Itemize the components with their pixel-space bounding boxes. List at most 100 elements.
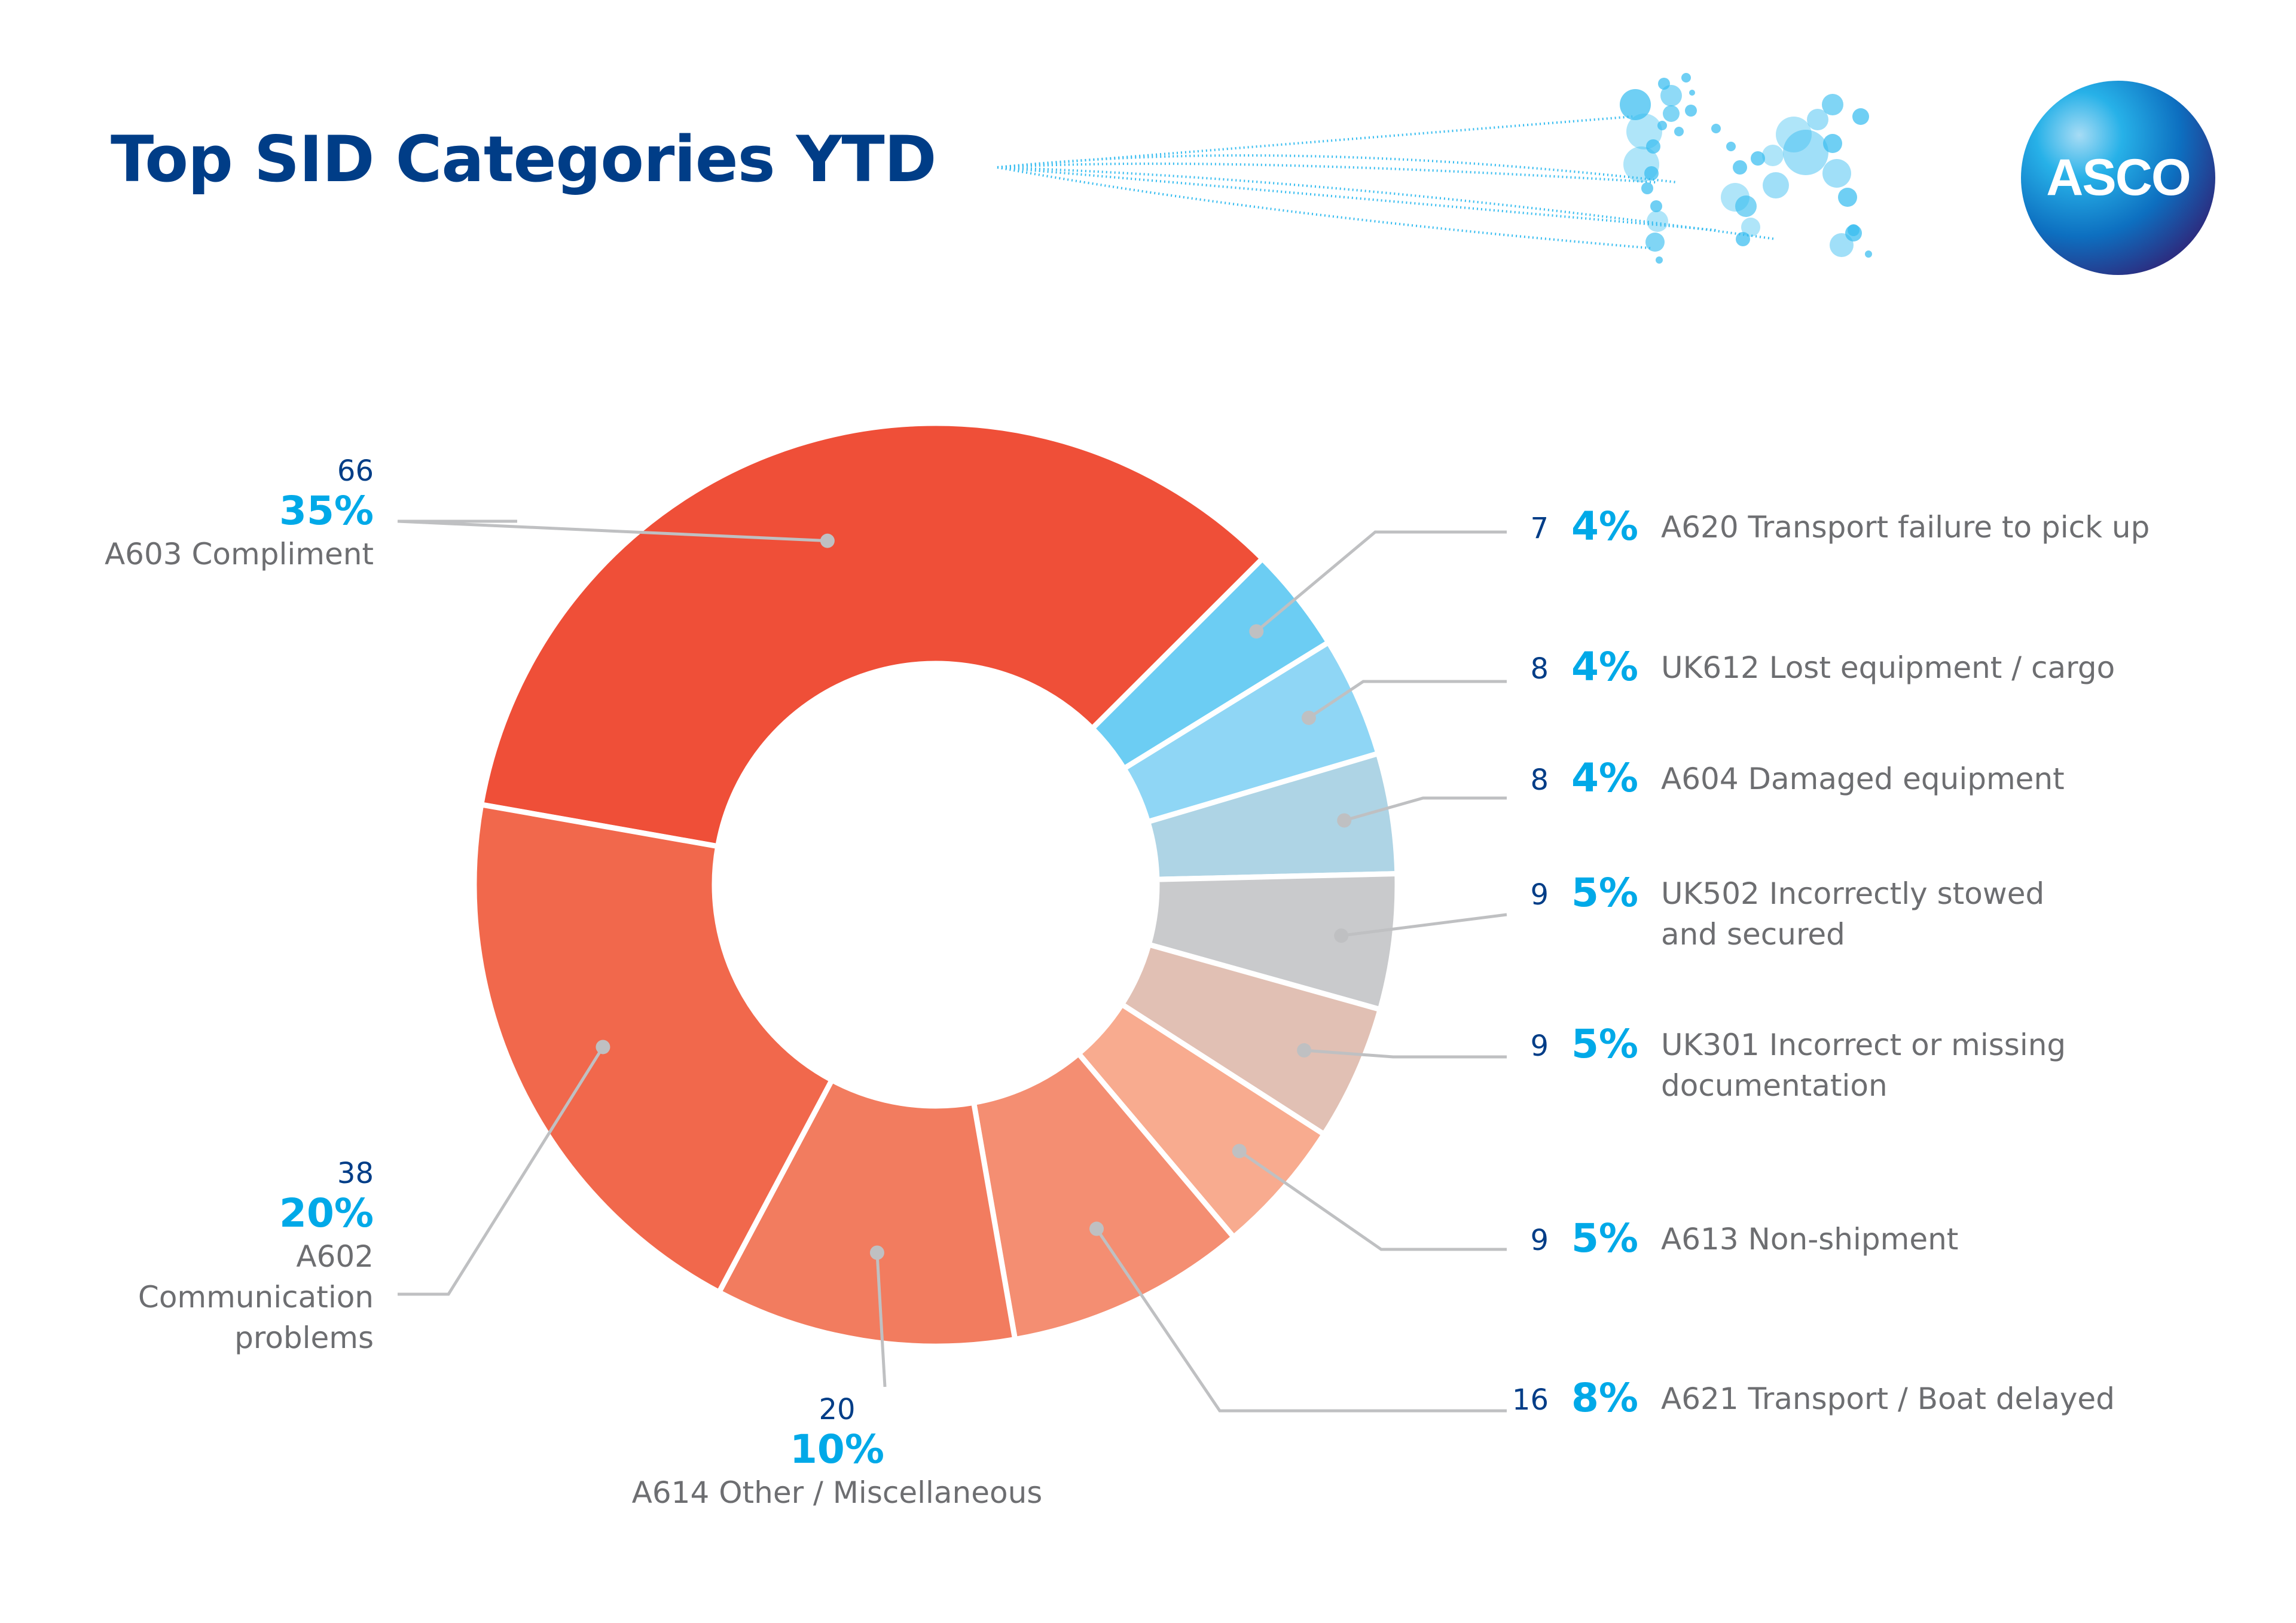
leader-line-A620 bbox=[1255, 530, 1507, 633]
map-bubble bbox=[1641, 182, 1653, 194]
leader-dot-A620 bbox=[1249, 624, 1264, 639]
map-bubble bbox=[1726, 142, 1736, 151]
world-map-bubbles-icon bbox=[997, 73, 1872, 264]
map-bubble bbox=[1763, 172, 1789, 198]
leader-line-A603 bbox=[397, 519, 828, 543]
leader-line-A602 bbox=[398, 1046, 604, 1296]
map-bubble bbox=[1733, 160, 1747, 175]
map-bubble bbox=[1689, 90, 1695, 96]
map-bubble bbox=[1845, 225, 1862, 242]
slice-label: A604 Damaged equipment bbox=[1661, 762, 2065, 796]
slice-count: 20 bbox=[819, 1393, 856, 1426]
map-bubble bbox=[1807, 109, 1828, 130]
map-bubble bbox=[1620, 89, 1651, 120]
slice-count: 9 bbox=[1530, 878, 1549, 912]
slice-A602 bbox=[471, 801, 836, 1296]
map-bubble bbox=[1660, 85, 1682, 106]
slice-count: 8 bbox=[1530, 652, 1549, 686]
map-bubble bbox=[1823, 134, 1842, 153]
slice-count: 16 bbox=[1512, 1383, 1549, 1417]
map-bubble bbox=[1646, 139, 1660, 154]
map-bubble bbox=[1657, 121, 1667, 130]
leader-dot-A603 bbox=[820, 533, 835, 548]
label-A614: 20 10% A614 Other / Miscellaneous bbox=[622, 1393, 1052, 1513]
slice-percent: 5% bbox=[1571, 1215, 1638, 1261]
slice-percent: 20% bbox=[279, 1190, 374, 1236]
map-bubble bbox=[1865, 250, 1872, 258]
slice-count: 7 bbox=[1530, 512, 1549, 545]
leader-dot-A604 bbox=[1337, 813, 1352, 828]
flight-path bbox=[997, 166, 1717, 231]
leader-line-A621 bbox=[1095, 1228, 1507, 1413]
map-bubble bbox=[1751, 151, 1765, 166]
slice-A621 bbox=[970, 1050, 1238, 1343]
slice-label: A603 Compliment bbox=[104, 537, 374, 571]
leader-dot-UK502 bbox=[1334, 928, 1349, 943]
logo-text: ASCO bbox=[2046, 149, 2191, 206]
slice-percent: 35% bbox=[279, 488, 374, 534]
leader-line-A614 bbox=[875, 1252, 887, 1387]
slice-A603 bbox=[478, 420, 1266, 849]
leader-line-UK502 bbox=[1341, 913, 1507, 937]
leader-dot-UK612 bbox=[1301, 710, 1316, 725]
slice-label: A602 Communication problems bbox=[138, 1239, 374, 1355]
slice-count: 9 bbox=[1530, 1224, 1549, 1257]
slice-percent: 10% bbox=[790, 1426, 884, 1472]
map-bubble bbox=[1711, 124, 1721, 133]
leader-line-A613 bbox=[1238, 1150, 1507, 1251]
label-A613: 9 5% A613 Non-shipment bbox=[1495, 1215, 2199, 1261]
slice-label: A620 Transport failure to pick up bbox=[1661, 510, 2150, 545]
label-A603: 66 35% A603 Compliment bbox=[105, 454, 374, 574]
slice-label: A621 Transport / Boat delayed bbox=[1661, 1381, 2115, 1416]
slice-percent: 4% bbox=[1571, 755, 1638, 801]
label-UK612: 8 4% UK612 Lost equipment / cargo bbox=[1495, 644, 2199, 690]
map-bubble bbox=[1735, 195, 1757, 217]
label-A621: 16 8% A621 Transport / Boat delayed bbox=[1495, 1375, 2199, 1421]
slice-label: A613 Non-shipment bbox=[1661, 1222, 1959, 1257]
map-bubble bbox=[1830, 233, 1854, 257]
map-bubble bbox=[1741, 218, 1760, 237]
map-bubble bbox=[1685, 105, 1697, 117]
slice-label: UK612 Lost equipment / cargo bbox=[1661, 650, 2115, 685]
map-bubble bbox=[1645, 233, 1665, 252]
slice-percent: 5% bbox=[1571, 870, 1638, 916]
slice-percent: 4% bbox=[1571, 644, 1638, 690]
label-UK502: 9 5% UK502 Incorrectly stowed and secure… bbox=[1495, 870, 2103, 955]
leader-dot-A621 bbox=[1089, 1221, 1104, 1236]
map-bubble bbox=[1663, 105, 1680, 122]
map-bubble bbox=[1681, 73, 1691, 82]
label-A620: 7 4% A620 Transport failure to pick up bbox=[1495, 503, 2199, 549]
leader-line-A604 bbox=[1344, 796, 1507, 822]
slice-A614 bbox=[715, 1076, 1018, 1349]
map-bubble bbox=[1852, 108, 1869, 125]
label-A602: 38 20% A602 Communication problems bbox=[123, 1157, 374, 1358]
map-bubble bbox=[1838, 188, 1857, 207]
leader-dot-A614 bbox=[869, 1245, 884, 1260]
map-bubble bbox=[1656, 256, 1663, 264]
flight-path bbox=[997, 115, 1633, 169]
slice-label: A614 Other / Miscellaneous bbox=[631, 1475, 1043, 1510]
leader-line-UK301 bbox=[1303, 1049, 1507, 1059]
map-bubble bbox=[1822, 94, 1843, 115]
map-bubble bbox=[1736, 232, 1750, 246]
label-UK301: 9 5% UK301 Incorrect or missing document… bbox=[1495, 1021, 2080, 1106]
slice-percent: 8% bbox=[1571, 1375, 1638, 1421]
leader-line-UK612 bbox=[1308, 680, 1507, 719]
map-bubble bbox=[1783, 130, 1828, 175]
slice-count: 8 bbox=[1530, 763, 1549, 797]
slice-count: 38 bbox=[337, 1157, 374, 1190]
flight-path bbox=[997, 154, 1678, 184]
flight-path bbox=[997, 166, 1651, 249]
asco-logo: ASCO bbox=[2021, 81, 2215, 275]
map-bubble bbox=[1762, 145, 1784, 166]
leader-dot-UK301 bbox=[1297, 1043, 1312, 1058]
map-bubble bbox=[1822, 159, 1851, 188]
page-title: Top SID Categories YTD bbox=[111, 123, 937, 196]
slice-percent: 5% bbox=[1571, 1021, 1638, 1067]
map-bubble bbox=[1650, 200, 1662, 212]
map-bubble bbox=[1647, 210, 1668, 232]
slice-count: 9 bbox=[1530, 1029, 1549, 1063]
map-bubble bbox=[1674, 127, 1684, 136]
slice-count: 66 bbox=[337, 454, 374, 488]
